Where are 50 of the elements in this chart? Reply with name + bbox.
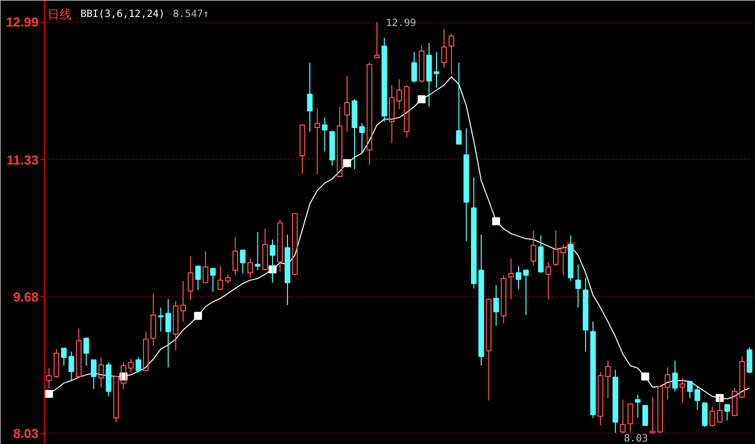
candlestick — [277, 219, 283, 272]
annotation: 8.547↑ — [172, 9, 210, 20]
text: 8.03 — [624, 434, 648, 444]
candlestick — [322, 117, 328, 152]
candlestick — [493, 284, 499, 326]
candlestick — [672, 360, 678, 392]
candlestick — [680, 378, 686, 404]
y-tick-label: 8.03 — [13, 426, 39, 442]
text: 日线 — [48, 8, 72, 22]
candlestick — [172, 300, 178, 352]
text: BBI(3,6,12,24) — [80, 9, 165, 20]
candlestick — [247, 257, 254, 278]
candlestick — [560, 244, 566, 276]
candlestick — [500, 274, 506, 324]
candlestick — [470, 176, 477, 289]
candlestick — [314, 108, 320, 174]
candlestick — [188, 256, 194, 301]
point — [44, 390, 53, 398]
point — [194, 312, 202, 320]
candlestick — [530, 230, 536, 267]
candlestick — [590, 321, 596, 418]
candlestick — [165, 298, 172, 368]
candlestick — [270, 239, 276, 284]
candlestick — [344, 76, 350, 132]
point — [641, 372, 650, 380]
candlestick — [575, 264, 581, 308]
text: 12.99 — [386, 18, 416, 30]
point — [418, 95, 426, 104]
y-tick-label: 9.68 — [13, 289, 39, 304]
y-tick-label: 11.33 — [6, 152, 39, 168]
candlestick — [284, 234, 290, 306]
candlestick — [307, 62, 313, 132]
candlestick — [68, 351, 74, 382]
candlestick — [612, 369, 618, 434]
candlestick — [441, 28, 447, 68]
candlestick — [396, 78, 402, 110]
point — [343, 159, 352, 168]
candlestick — [232, 236, 238, 276]
candlestick — [546, 261, 552, 300]
candlestick — [478, 234, 484, 366]
candlestick — [180, 280, 186, 322]
candlestick — [634, 394, 641, 418]
candlestick — [464, 128, 470, 242]
candlestick — [508, 258, 514, 300]
candlestick — [582, 277, 588, 352]
candlestick — [98, 356, 104, 388]
y-tick-label: 12.99 — [6, 14, 39, 30]
candlestick — [388, 84, 395, 144]
candlestick — [568, 234, 574, 282]
point — [492, 217, 500, 226]
